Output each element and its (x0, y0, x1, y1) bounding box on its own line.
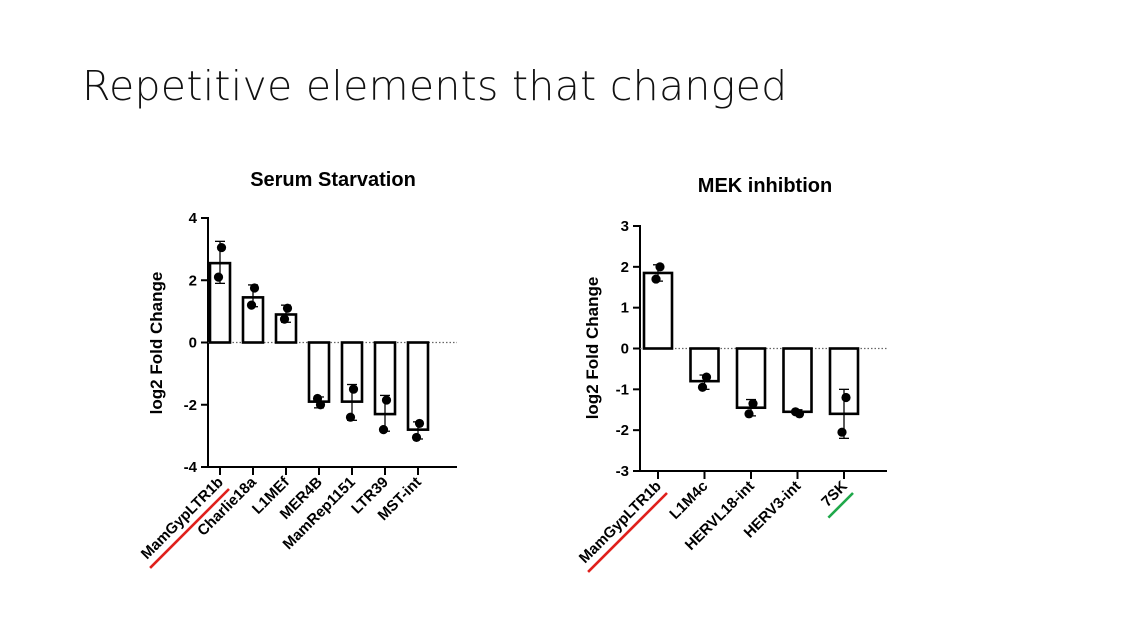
data-point (790, 407, 801, 417)
bar-charlie18a (241, 296, 265, 344)
data-point (378, 425, 389, 435)
data-point (381, 395, 392, 405)
y-tick-label: 1 (621, 300, 629, 317)
y-tick-label: 0 (621, 341, 629, 358)
data-point (701, 372, 712, 382)
highlight-underline (827, 492, 854, 519)
bar-mst-int (406, 341, 430, 431)
data-point (249, 283, 260, 293)
bar-herv3-int (782, 347, 813, 414)
bar-mamrep1151 (340, 341, 364, 403)
highlight-underline (587, 492, 668, 573)
x-tick-label: MamGypLTR1b (576, 478, 665, 567)
x-tick-label: L1M4c (666, 478, 711, 523)
bar-7sk (828, 347, 860, 416)
data-point (345, 412, 356, 422)
data-point (213, 272, 224, 282)
data-point (282, 303, 293, 313)
chart-title: MEK inhibtion (698, 175, 832, 197)
data-point (651, 274, 661, 284)
y-tick-label: -2 (616, 422, 629, 439)
bar-hervl18-int (735, 347, 767, 410)
y-tick-label: -3 (616, 463, 629, 480)
data-point (414, 418, 425, 429)
slide-title: Repetitive elements that changed (82, 62, 788, 110)
y-tick-label: -4 (184, 459, 198, 476)
y-axis-label: log2 Fold Change (147, 272, 166, 415)
data-point (841, 392, 851, 403)
x-tick-label: 7SK (818, 478, 851, 511)
data-point (348, 384, 359, 394)
y-axis-label: log2 Fold Change (583, 277, 602, 420)
y-tick-label: 2 (189, 272, 197, 289)
y-tick-label: 2 (621, 259, 629, 276)
data-point (837, 427, 847, 437)
bar-mamgypltr1b (208, 261, 232, 344)
data-point (655, 262, 665, 272)
data-point (246, 300, 257, 310)
bar-mer4b (307, 341, 331, 403)
data-point (312, 393, 323, 404)
y-tick-label: -2 (184, 397, 197, 414)
y-tick-label: 4 (189, 210, 198, 227)
chart-title: Serum Starvation (250, 169, 416, 191)
data-point (744, 409, 754, 419)
data-point (411, 432, 422, 443)
bar-l1mef (274, 313, 298, 344)
highlight-underline (149, 488, 230, 569)
y-tick-label: -1 (616, 381, 629, 398)
chart-mek-inhibition: MEK inhibtion log2 Fold Change 3 2 1 0 -1 -2 -3M… (576, 175, 887, 573)
bar-ltr39 (373, 341, 397, 416)
data-point (279, 314, 290, 324)
y-tick-label: 3 (621, 218, 629, 235)
bar-mamgypltr1b (642, 271, 674, 350)
data-point (697, 382, 708, 392)
data-point (748, 399, 758, 409)
y-tick-label: 0 (189, 335, 197, 352)
data-point (216, 242, 227, 253)
